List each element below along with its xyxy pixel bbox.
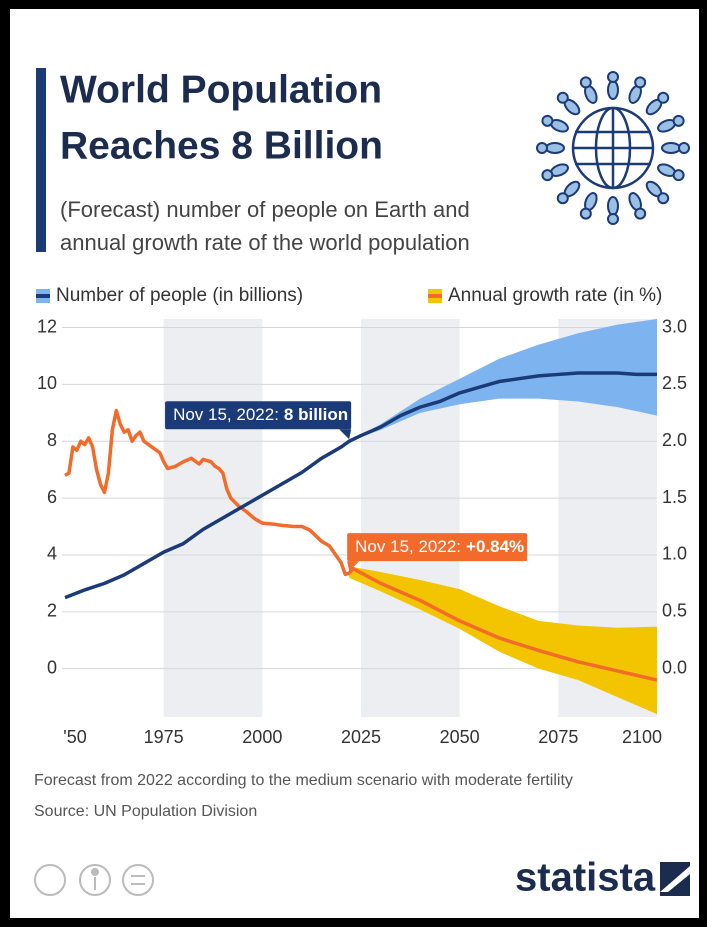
y2-tick-label: 0.5 bbox=[662, 601, 687, 621]
y-tick-label: 12 bbox=[37, 316, 57, 336]
x-tick-label: 2100 bbox=[622, 727, 662, 747]
y2-tick-label: 0.0 bbox=[662, 657, 687, 677]
person-head bbox=[678, 142, 690, 154]
person-body bbox=[607, 196, 619, 216]
annotation-value: 8 billion bbox=[284, 406, 348, 425]
y2-tick-label: 3.0 bbox=[662, 316, 687, 336]
person-head bbox=[607, 213, 619, 225]
x-tick-label: '50 bbox=[63, 727, 86, 747]
chart-title: World Population bbox=[60, 68, 382, 111]
legend-label: Number of people (in billions) bbox=[56, 285, 303, 306]
legend-swatch bbox=[428, 294, 442, 298]
x-tick-label: 2000 bbox=[242, 727, 282, 747]
legend-label: Annual growth rate (in %) bbox=[448, 285, 662, 306]
license-icons bbox=[34, 864, 154, 896]
y-tick-label: 2 bbox=[47, 601, 57, 621]
person-head bbox=[672, 169, 685, 182]
annotation-label: Nov 15, 2022: bbox=[355, 538, 461, 557]
annotation-box bbox=[165, 401, 352, 430]
chart-subtitle: (Forecast) number of people on Earth and bbox=[60, 197, 470, 222]
y-tick-label: 6 bbox=[47, 487, 57, 507]
annotation-pointer bbox=[347, 561, 360, 572]
x-tick-label: 2025 bbox=[341, 727, 381, 747]
person-head bbox=[541, 114, 554, 127]
chart-title: Reaches 8 Billion bbox=[60, 124, 383, 167]
person-head bbox=[579, 76, 592, 89]
y-tick-label: 8 bbox=[47, 430, 57, 450]
person-head bbox=[657, 192, 670, 205]
shaded-band bbox=[163, 319, 263, 717]
x-tick-label: 1975 bbox=[144, 727, 184, 747]
person-body bbox=[607, 80, 619, 100]
footnote: Forecast from 2022 according to the medi… bbox=[34, 772, 573, 789]
person-head bbox=[556, 91, 569, 104]
y-tick-label: 10 bbox=[37, 373, 57, 393]
logo: statista bbox=[515, 856, 656, 900]
y2-tick-label: 2.0 bbox=[662, 430, 687, 450]
x-tick-label: 2050 bbox=[440, 727, 480, 747]
annotation-label: Nov 15, 2022: bbox=[173, 406, 279, 425]
shaded-band bbox=[361, 319, 460, 717]
title-bar bbox=[36, 68, 46, 252]
y2-tick-label: 1.0 bbox=[662, 544, 687, 564]
person-head bbox=[634, 207, 647, 220]
person-head bbox=[607, 71, 619, 83]
logo-icon bbox=[660, 862, 690, 896]
person-head bbox=[672, 114, 685, 127]
y-tick-label: 0 bbox=[47, 657, 57, 677]
legend-swatch bbox=[36, 294, 50, 298]
person-head bbox=[536, 142, 548, 154]
person-head bbox=[657, 91, 670, 104]
line bbox=[64, 371, 657, 600]
person-head bbox=[541, 169, 554, 182]
source: Source: UN Population Division bbox=[34, 803, 257, 820]
annotation-value: +0.84% bbox=[466, 538, 524, 557]
person-body bbox=[661, 142, 681, 154]
chart-subtitle: annual growth rate of the world populati… bbox=[60, 230, 470, 255]
line bbox=[64, 408, 658, 682]
person-head bbox=[556, 192, 569, 205]
person-body bbox=[545, 142, 565, 154]
annotation-box bbox=[347, 533, 528, 562]
x-tick-label: 2075 bbox=[538, 727, 578, 747]
annotation-text: Nov 15, 2022: +0.84% bbox=[355, 538, 524, 557]
annotation-text: Nov 15, 2022: 8 billion bbox=[173, 406, 348, 425]
globe-icon bbox=[536, 71, 690, 225]
annotation-pointer bbox=[339, 429, 352, 440]
y-tick-label: 4 bbox=[47, 544, 57, 564]
person-head bbox=[579, 207, 592, 220]
y2-tick-label: 2.5 bbox=[662, 373, 687, 393]
y2-tick-label: 1.5 bbox=[662, 487, 687, 507]
person-head bbox=[634, 76, 647, 89]
